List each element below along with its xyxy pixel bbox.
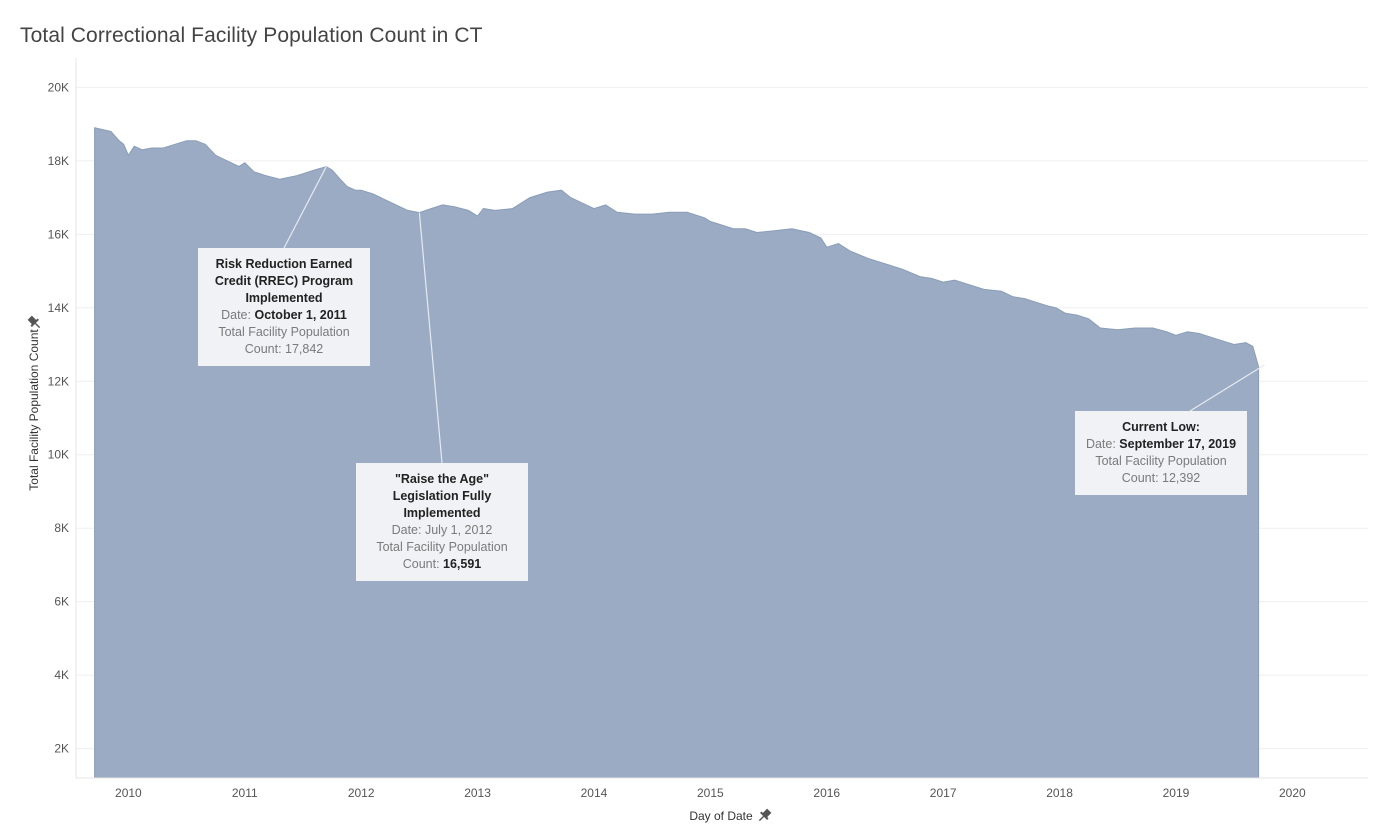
annotation-date: Date: July 1, 2012 [391,523,493,537]
x-tick-label: 2019 [1163,786,1190,800]
x-tick-label: 2012 [348,786,375,800]
count-value: 16,591 [443,557,482,571]
y-axis-label: Total Facility Population Count [27,329,41,491]
x-tick-label: 2018 [1046,786,1073,800]
count-prefix: Count: [402,557,444,571]
annotation-count-label: Total Facility Population [376,540,508,554]
y-tick-label: 18K [48,154,69,168]
annotation-title: Credit (RREC) Program [214,274,354,288]
annotation-date: Date: October 1, 2011 [206,307,362,324]
annotation-count-label: Total Facility Population [218,325,350,339]
data-area [94,127,1260,779]
y-tick-label: 10K [48,448,69,462]
pin-icon[interactable] [756,807,773,824]
annotation-title: Implemented [403,506,481,520]
x-tick-label: 2014 [581,786,608,800]
annotation-count: Count: 16,591 [364,556,520,573]
x-tick-label: 2015 [697,786,724,800]
y-tick-label: 16K [48,227,69,241]
annotation-title: "Raise the Age" [394,472,490,486]
annotation-leaders [283,166,1265,464]
annotation-leader-line [1189,364,1265,412]
annotation-leader-line [283,166,327,249]
annotation-title: Implemented [245,291,323,305]
axes [75,58,1368,779]
y-tick-labels: 2K 4K 6K 8K 10K 12K 14K 16K 18K 20K [48,80,69,755]
count-prefix: Count: [244,342,286,356]
annotation-raise-the-age: "Raise the Age" Legislation Fully Implem… [356,463,528,581]
annotation-current-low: Current Low: Date: September 17, 2019 To… [1075,411,1247,495]
pin-icon[interactable] [26,314,43,331]
count-value: 17,842 [285,342,324,356]
annotation-count: Count: 17,842 [206,341,362,358]
y-tick-label: 4K [54,668,69,682]
x-axis-title[interactable]: Day of Date [689,807,772,824]
y-tick-label: 12K [48,374,69,388]
x-tick-label: 2013 [464,786,491,800]
annotation-count-label: Total Facility Population [1095,454,1227,468]
x-tick-labels: 2010 2011 2012 2013 2014 2015 2016 2017 2018 2019… [115,786,1306,800]
y-tick-label: 14K [48,301,69,315]
annotation-count: Count: 12,392 [1083,470,1239,487]
count-value: 12,392 [1162,471,1201,485]
annotation-title: Current Low: [1122,420,1200,434]
x-tick-label: 2020 [1279,786,1306,800]
x-tick-label: 2016 [813,786,840,800]
date-prefix: Date: [1085,437,1120,451]
x-tick-label: 2017 [930,786,957,800]
annotation-title: Legislation Fully [392,489,492,503]
y-axis-title[interactable]: Total Facility Population Count [26,314,43,491]
y-tick-label: 20K [48,80,69,94]
annotation-title: Risk Reduction Earned [215,257,353,271]
annotation-date: Date: September 17, 2019 [1083,436,1239,453]
x-tick-label: 2010 [115,786,142,800]
area-series [94,127,1260,779]
date-value: September 17, 2019 [1119,437,1237,451]
x-axis-label: Day of Date [689,809,753,823]
annotation-rrec: Risk Reduction Earned Credit (RREC) Prog… [198,248,370,366]
y-tick-label: 2K [54,742,69,756]
y-tick-label: 6K [54,595,69,609]
annotation-leader-line [418,212,443,464]
date-value: October 1, 2011 [254,308,347,322]
chart-title: Total Correctional Facility Population C… [20,24,483,47]
x-tick-label: 2011 [232,786,258,800]
date-prefix: Date: [221,308,255,322]
y-tick-label: 8K [54,521,69,535]
count-prefix: Count: [1121,471,1163,485]
